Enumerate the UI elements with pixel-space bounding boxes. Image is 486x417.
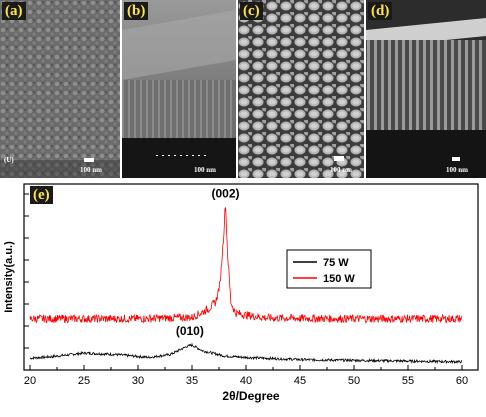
sem-panel-c: (c) 100 nm [238, 0, 364, 178]
scale-text-a: 100 nm [80, 166, 102, 174]
peak-annotation-1: (010) [176, 324, 204, 338]
xrd-chart: 20 25 30 35 40 45 50 55 60 2θ/Degree Intensity(a.u… [3, 183, 479, 403]
scale-text-b: 100 nm [194, 166, 216, 174]
x-tick-label: 40 [240, 375, 252, 387]
x-tick-label: 60 [456, 375, 468, 387]
scale-bar-c [334, 156, 344, 161]
x-tick-label: 35 [186, 375, 198, 387]
peak-annotation-0: (002) [211, 186, 239, 200]
x-tick-label: 25 [78, 375, 90, 387]
sem-panel-a: (a) (U) 100 nm [0, 0, 120, 178]
scale-bar-b [156, 155, 206, 156]
x-axis-label: 2θ/Degree [222, 389, 280, 403]
scale-bar-a [84, 158, 94, 162]
series-line-75-W [29, 342, 463, 365]
x-tick-label: 20 [24, 375, 36, 387]
plot-area: 20 25 30 35 40 45 50 55 60 2θ/Degree Intensity(a.u… [3, 183, 479, 403]
panel-label-c: (c) [240, 2, 263, 20]
sem-panel-d: (d) 100 nm [366, 0, 486, 178]
scale-text-c: 100 nm [330, 166, 352, 174]
x-tick-label: 30 [132, 375, 144, 387]
scale-bar-d [452, 157, 460, 161]
legend-box [286, 249, 372, 289]
panel-label-a: (a) [2, 2, 26, 20]
sem-panel-b: (b) 100 nm [122, 0, 236, 178]
corner-text-a: (U) [4, 156, 14, 164]
x-tick-label: 50 [348, 375, 360, 387]
panel-label-e: (e) [30, 186, 53, 204]
y-axis-label: Intensity(a.u.) [3, 241, 15, 313]
series-line-150-W [29, 207, 463, 324]
axes-frame [23, 183, 479, 371]
x-tick-label: 55 [402, 375, 414, 387]
scale-text-d: 100 nm [446, 166, 468, 174]
legend-label-1: 150 W [323, 273, 355, 285]
panel-label-d: (d) [368, 2, 393, 20]
x-tick-label: 45 [294, 375, 306, 387]
panel-label-b: (b) [124, 2, 149, 20]
legend-label-0: 75 W [323, 257, 349, 269]
